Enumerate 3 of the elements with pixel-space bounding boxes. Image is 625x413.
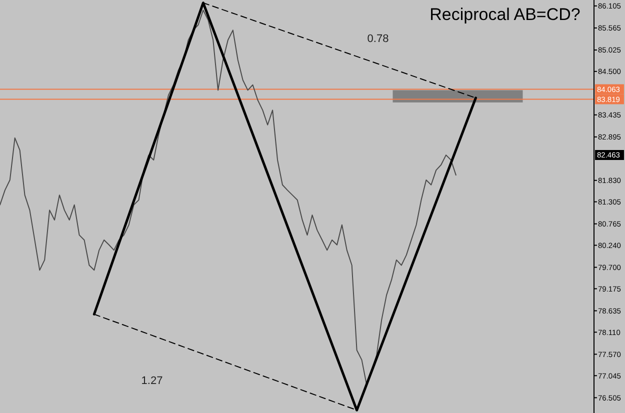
annotation: 1.27 [141, 375, 163, 387]
chart-title: Reciprocal AB=CD? [430, 5, 580, 24]
annotation: 0.78 [367, 33, 389, 45]
